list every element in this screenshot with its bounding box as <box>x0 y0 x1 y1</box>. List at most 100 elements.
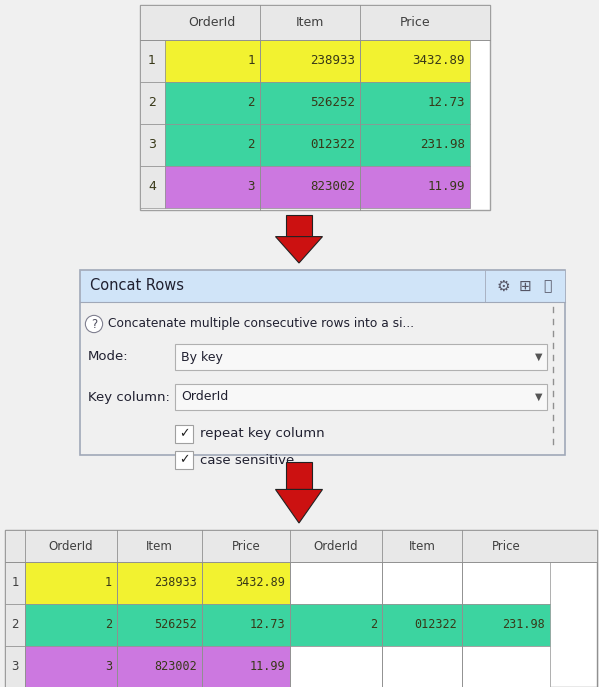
Text: 1: 1 <box>105 576 112 589</box>
Text: 238933: 238933 <box>310 54 355 67</box>
Text: 12.73: 12.73 <box>428 96 465 109</box>
Bar <box>165 82 260 124</box>
Bar <box>117 562 202 604</box>
Bar <box>140 82 165 124</box>
Text: Price: Price <box>400 16 430 28</box>
Bar <box>290 604 382 646</box>
Bar <box>175 384 547 410</box>
Text: case sensitive: case sensitive <box>200 453 294 466</box>
Bar <box>462 646 550 687</box>
Bar <box>140 166 165 208</box>
Text: 1: 1 <box>148 54 156 67</box>
Bar <box>462 562 550 604</box>
Text: 823002: 823002 <box>155 660 197 673</box>
Polygon shape <box>286 215 312 236</box>
Bar <box>80 270 485 302</box>
Bar <box>360 40 470 82</box>
Bar <box>485 270 565 302</box>
Text: 3: 3 <box>247 181 255 194</box>
Text: 2: 2 <box>370 618 377 631</box>
Text: 3432.89: 3432.89 <box>235 576 285 589</box>
Text: 012322: 012322 <box>415 618 457 631</box>
Bar <box>290 646 382 687</box>
Bar <box>25 562 117 604</box>
Text: Price: Price <box>492 539 521 552</box>
Text: Concat Rows: Concat Rows <box>90 278 184 293</box>
Text: ⚙: ⚙ <box>496 278 510 293</box>
Text: ▼: ▼ <box>536 392 543 402</box>
Bar <box>5 646 25 687</box>
Text: 231.98: 231.98 <box>420 139 465 152</box>
Bar <box>25 646 117 687</box>
Text: 1: 1 <box>247 54 255 67</box>
Text: Item: Item <box>296 16 324 28</box>
Text: Mode:: Mode: <box>88 350 129 363</box>
Text: ✓: ✓ <box>179 427 189 440</box>
Text: 823002: 823002 <box>310 181 355 194</box>
Text: Item: Item <box>146 539 173 552</box>
Bar <box>260 40 360 82</box>
Text: 12.73: 12.73 <box>249 618 285 631</box>
Bar <box>25 604 117 646</box>
Text: 231.98: 231.98 <box>502 618 545 631</box>
Bar <box>360 82 470 124</box>
Text: ⤢: ⤢ <box>543 279 551 293</box>
Text: 3: 3 <box>105 660 112 673</box>
Bar <box>382 604 462 646</box>
Text: Price: Price <box>232 539 261 552</box>
Bar <box>165 40 260 82</box>
Bar <box>260 82 360 124</box>
Text: ▼: ▼ <box>536 352 543 362</box>
Bar <box>202 604 290 646</box>
Bar <box>140 40 165 82</box>
Text: 2: 2 <box>11 618 19 631</box>
Bar <box>382 562 462 604</box>
Bar <box>5 530 597 562</box>
Bar <box>175 425 193 443</box>
Text: 2: 2 <box>247 139 255 152</box>
Text: 3: 3 <box>148 139 156 152</box>
Text: OrderId: OrderId <box>181 390 228 403</box>
Bar <box>140 5 490 40</box>
Text: ⊞: ⊞ <box>519 278 531 293</box>
Bar <box>202 646 290 687</box>
Text: OrderId: OrderId <box>314 539 358 552</box>
Bar <box>382 646 462 687</box>
Bar <box>260 166 360 208</box>
Bar <box>117 646 202 687</box>
Text: 012322: 012322 <box>310 139 355 152</box>
Bar <box>360 166 470 208</box>
Bar <box>140 124 165 166</box>
Bar <box>165 166 260 208</box>
Text: 2: 2 <box>148 96 156 109</box>
Text: 3432.89: 3432.89 <box>413 54 465 67</box>
Bar <box>260 124 360 166</box>
Bar <box>5 604 25 646</box>
Bar <box>290 562 382 604</box>
Text: By key: By key <box>181 350 223 363</box>
Text: 1: 1 <box>11 576 19 589</box>
Text: 2: 2 <box>105 618 112 631</box>
Text: Key column:: Key column: <box>88 390 170 403</box>
Bar <box>140 5 490 210</box>
Bar <box>360 124 470 166</box>
Bar <box>165 124 260 166</box>
Text: 3: 3 <box>11 660 19 673</box>
Bar <box>5 530 597 687</box>
Bar <box>202 562 290 604</box>
Text: 11.99: 11.99 <box>428 181 465 194</box>
Text: 11.99: 11.99 <box>249 660 285 673</box>
Text: OrderId: OrderId <box>188 16 235 28</box>
Text: 4: 4 <box>148 181 156 194</box>
Bar <box>5 562 25 604</box>
Text: Concatenate multiple consecutive rows into a si...: Concatenate multiple consecutive rows in… <box>108 317 414 330</box>
Bar <box>175 344 547 370</box>
Polygon shape <box>276 489 322 523</box>
Text: 238933: 238933 <box>155 576 197 589</box>
Text: OrderId: OrderId <box>49 539 93 552</box>
Text: 2: 2 <box>247 96 255 109</box>
Text: ?: ? <box>91 317 97 330</box>
Text: ✓: ✓ <box>179 453 189 466</box>
Text: 526252: 526252 <box>155 618 197 631</box>
Polygon shape <box>276 236 322 263</box>
